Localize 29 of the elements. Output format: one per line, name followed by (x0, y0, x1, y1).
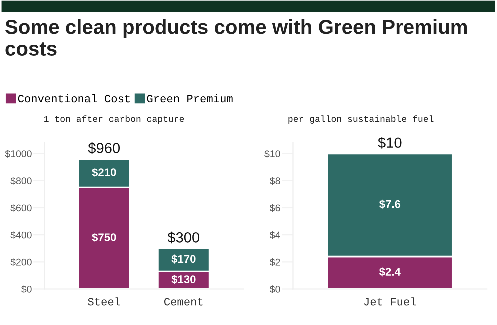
chart-subtitle: 1 ton after carbon capture (44, 116, 184, 124)
x-tick-label: Cement (164, 298, 203, 306)
y-tick-label: $4 (270, 231, 280, 240)
y-tick-label: $0 (22, 286, 32, 294)
y-tick-label: $0 (270, 286, 280, 294)
legend-label: Conventional Cost (18, 94, 130, 103)
y-tick-label: $200 (10, 258, 32, 266)
y-tick-label: $400 (10, 231, 32, 240)
data-label: $750 (92, 233, 116, 242)
legend-label: Green Premium (147, 94, 233, 103)
y-tick-label: $10 (264, 150, 280, 158)
y-tick-label: $8 (270, 177, 280, 186)
y-tick-label: $600 (10, 204, 32, 212)
y-tick-label: $6 (270, 204, 280, 212)
data-label: $170 (172, 254, 196, 264)
y-tick-label: $800 (10, 177, 32, 186)
x-tick-label: Steel (88, 298, 120, 306)
data-label: $2.4 (379, 268, 401, 277)
total-label: $960 (88, 142, 120, 154)
chart-subtitle: per gallon sustainable fuel (288, 116, 434, 124)
data-label: $130 (172, 275, 196, 284)
total-label: $10 (378, 137, 402, 149)
chart-title: Some clean products come with Green Premium costs (6, 20, 468, 56)
data-label: $7.6 (379, 200, 401, 209)
total-label: $300 (168, 232, 200, 244)
y-tick-label: $2 (270, 258, 280, 266)
data-label: $210 (92, 168, 116, 178)
y-tick-label: $1000 (5, 150, 32, 158)
x-tick-label: Jet Fuel (364, 298, 416, 306)
